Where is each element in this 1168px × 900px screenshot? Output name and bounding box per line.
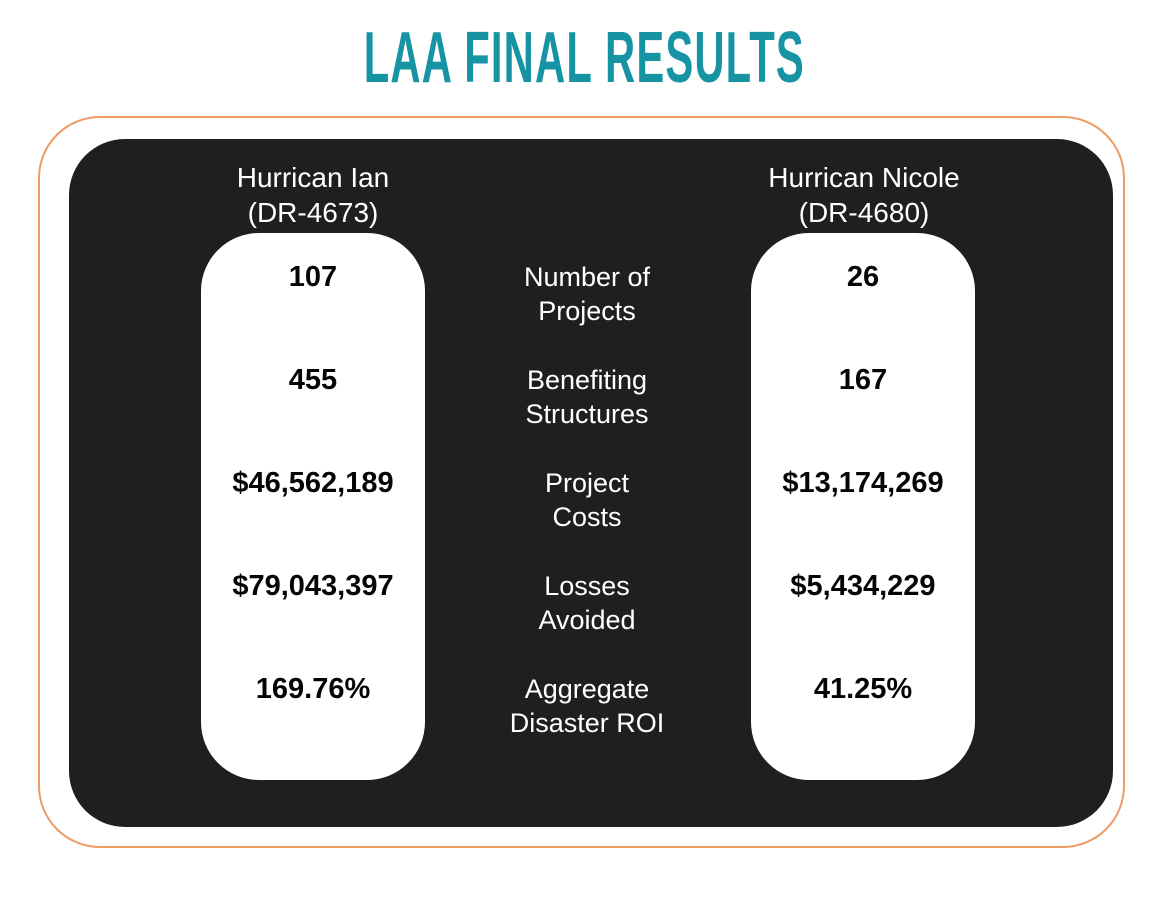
- metric-label-line1: Project: [544, 468, 630, 498]
- table-row: $79,043,397 Losses Avoided $5,434,229: [0, 569, 1168, 637]
- page-title: LAA FINAL RESULTS: [0, 22, 1168, 94]
- metric-label-number-of-projects: Number of Projects: [437, 260, 737, 328]
- metric-label-line1: Aggregate: [524, 674, 650, 704]
- nicole-value-project-costs: $13,174,269: [782, 467, 944, 499]
- ian-value-benefiting-structures: 455: [288, 364, 338, 396]
- ian-value-project-costs: $46,562,189: [232, 467, 394, 499]
- metric-label-project-costs: Project Costs: [437, 466, 737, 534]
- metric-label-line1: Benefiting: [526, 365, 648, 395]
- page-title-text: LAA FINAL RESULTS: [363, 18, 805, 98]
- metric-label-line1: Number of: [523, 262, 651, 292]
- metric-label-line2: Costs: [552, 502, 622, 532]
- orange-outline-frame: [38, 116, 1125, 848]
- column-header-nicole-line1: Hurrican Nicole: [768, 162, 960, 193]
- metric-label-line2: Avoided: [538, 605, 636, 635]
- metric-label-losses-avoided: Losses Avoided: [437, 569, 737, 637]
- column-header-ian-line1: Hurrican Ian: [236, 162, 390, 193]
- metric-label-line2: Disaster ROI: [509, 708, 665, 738]
- nicole-value-number-of-projects: 26: [846, 261, 880, 293]
- nicole-value-aggregate-disaster-roi: 41.25%: [813, 673, 913, 705]
- column-header-nicole-line2: (DR-4680): [798, 197, 930, 228]
- ian-value-number-of-projects: 107: [288, 261, 338, 293]
- column-header-hurrican-nicole: Hurrican Nicole (DR-4680): [722, 160, 1006, 230]
- metric-label-line2: Structures: [525, 399, 649, 429]
- value-pill-nicole: [751, 233, 975, 780]
- metric-label-line1: Losses: [544, 571, 630, 601]
- column-header-ian-line2: (DR-4673): [247, 197, 379, 228]
- metric-label-aggregate-disaster-roi: Aggregate Disaster ROI: [437, 672, 737, 740]
- value-pill-ian: [201, 233, 425, 780]
- table-row: $46,562,189 Project Costs $13,174,269: [0, 466, 1168, 534]
- table-row: 107 Number of Projects 26: [0, 260, 1168, 328]
- metric-label-benefiting-structures: Benefiting Structures: [437, 363, 737, 431]
- table-row: 455 Benefiting Structures 167: [0, 363, 1168, 431]
- ian-value-losses-avoided: $79,043,397: [232, 570, 394, 602]
- ian-value-aggregate-disaster-roi: 169.76%: [255, 673, 371, 705]
- column-header-hurrican-ian: Hurrican Ian (DR-4673): [171, 160, 455, 230]
- table-row: 169.76% Aggregate Disaster ROI 41.25%: [0, 672, 1168, 740]
- metric-label-line2: Projects: [538, 296, 636, 326]
- nicole-value-losses-avoided: $5,434,229: [790, 570, 936, 602]
- nicole-value-benefiting-structures: 167: [838, 364, 888, 396]
